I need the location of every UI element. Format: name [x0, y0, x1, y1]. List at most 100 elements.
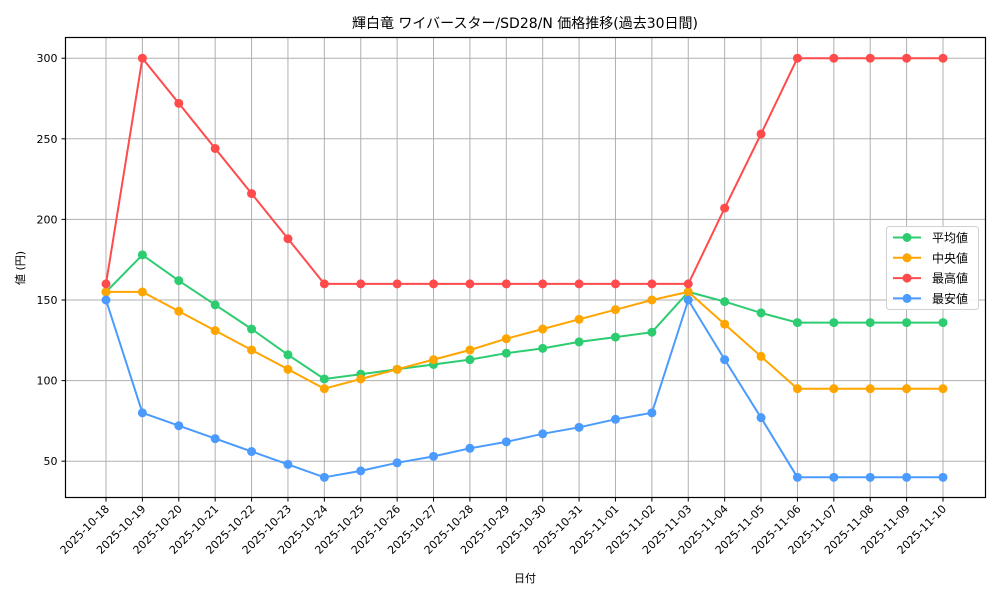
series-line	[105, 253, 943, 380]
data-point-marker	[902, 318, 912, 328]
series-最高値	[101, 53, 948, 289]
data-point-marker	[356, 374, 366, 384]
data-point-marker	[938, 318, 948, 328]
data-point-marker	[465, 355, 475, 365]
series-line	[105, 299, 943, 479]
data-point-marker	[501, 279, 511, 289]
data-point-marker	[938, 53, 948, 63]
data-point-marker	[647, 295, 657, 305]
data-point-marker	[501, 437, 511, 447]
data-point-marker	[683, 295, 693, 305]
data-point-marker	[829, 384, 839, 394]
data-point-marker	[610, 305, 620, 315]
data-point-marker	[283, 459, 293, 469]
data-point-marker	[101, 287, 111, 297]
y-tick-label: 200	[37, 213, 58, 226]
x-axis-label: 日付	[514, 572, 536, 585]
legend-item: 平均値	[893, 230, 968, 245]
data-point-marker	[756, 308, 766, 318]
data-point-marker	[174, 306, 184, 316]
y-axis-label: 値 (円)	[14, 251, 27, 285]
data-point-marker	[392, 458, 402, 468]
data-point-marker	[137, 408, 147, 418]
data-point-marker	[501, 348, 511, 358]
data-point-marker	[756, 351, 766, 361]
data-point-marker	[865, 53, 875, 63]
chart-title: 輝白竜 ワイバースター/SD28/N 価格推移(過去30日間)	[352, 15, 698, 32]
data-point-marker	[319, 384, 329, 394]
data-point-marker	[720, 355, 730, 365]
data-point-marker	[356, 279, 366, 289]
data-point-marker	[137, 53, 147, 63]
data-point-marker	[902, 53, 912, 63]
data-point-marker	[210, 434, 220, 444]
data-point-marker	[538, 429, 548, 439]
legend-marker-icon	[902, 293, 912, 303]
data-point-marker	[319, 279, 329, 289]
legend-label: 中央値	[932, 250, 968, 265]
data-point-marker	[137, 287, 147, 297]
data-point-marker	[683, 279, 693, 289]
data-point-marker	[647, 408, 657, 418]
data-point-marker	[319, 374, 329, 384]
data-point-marker	[501, 334, 511, 344]
data-point-marker	[902, 472, 912, 482]
data-point-marker	[865, 384, 875, 394]
data-point-marker	[538, 279, 548, 289]
legend-marker-icon	[902, 253, 912, 263]
legend-marker-icon	[902, 273, 912, 283]
data-point-marker	[720, 319, 730, 329]
data-point-marker	[319, 472, 329, 482]
legend-item: 最安値	[893, 291, 968, 306]
data-point-marker	[865, 318, 875, 328]
data-point-marker	[829, 53, 839, 63]
data-point-marker	[647, 279, 657, 289]
data-point-marker	[538, 343, 548, 353]
data-point-marker	[247, 345, 257, 355]
data-point-marker	[829, 318, 839, 328]
data-point-marker	[574, 279, 584, 289]
data-point-marker	[283, 364, 293, 374]
data-point-marker	[792, 472, 802, 482]
data-point-marker	[865, 472, 875, 482]
data-point-marker	[283, 234, 293, 244]
data-point-marker	[429, 451, 439, 461]
legend-label: 平均値	[932, 230, 968, 245]
data-point-marker	[902, 384, 912, 394]
data-point-marker	[137, 250, 147, 260]
series-lines	[101, 53, 948, 482]
data-point-marker	[574, 337, 584, 347]
data-point-marker	[429, 355, 439, 365]
series-最安値	[101, 295, 948, 482]
data-point-marker	[101, 279, 111, 289]
data-point-marker	[465, 345, 475, 355]
y-tick-label: 50	[44, 455, 58, 468]
series-中央値	[101, 287, 948, 394]
data-point-marker	[574, 422, 584, 432]
y-tick-label: 250	[37, 133, 58, 146]
legend-box	[886, 226, 979, 310]
data-point-marker	[210, 300, 220, 310]
data-point-marker	[356, 466, 366, 476]
data-point-marker	[756, 129, 766, 139]
y-tick-label: 150	[37, 294, 58, 307]
data-point-marker	[283, 350, 293, 360]
y-axis-ticks: 50 100 150 200 250 300	[37, 52, 66, 468]
data-point-marker	[574, 314, 584, 324]
data-point-marker	[174, 276, 184, 286]
data-point-marker	[247, 324, 257, 334]
data-point-marker	[610, 279, 620, 289]
legend-item: 中央値	[893, 250, 968, 265]
data-point-marker	[210, 143, 220, 153]
data-point-marker	[465, 443, 475, 453]
data-point-marker	[792, 318, 802, 328]
data-point-marker	[720, 297, 730, 307]
data-point-marker	[101, 295, 111, 305]
data-point-marker	[792, 384, 802, 394]
data-point-marker	[174, 421, 184, 431]
data-point-marker	[938, 384, 948, 394]
legend-label: 最高値	[932, 271, 968, 286]
data-point-marker	[829, 472, 839, 482]
